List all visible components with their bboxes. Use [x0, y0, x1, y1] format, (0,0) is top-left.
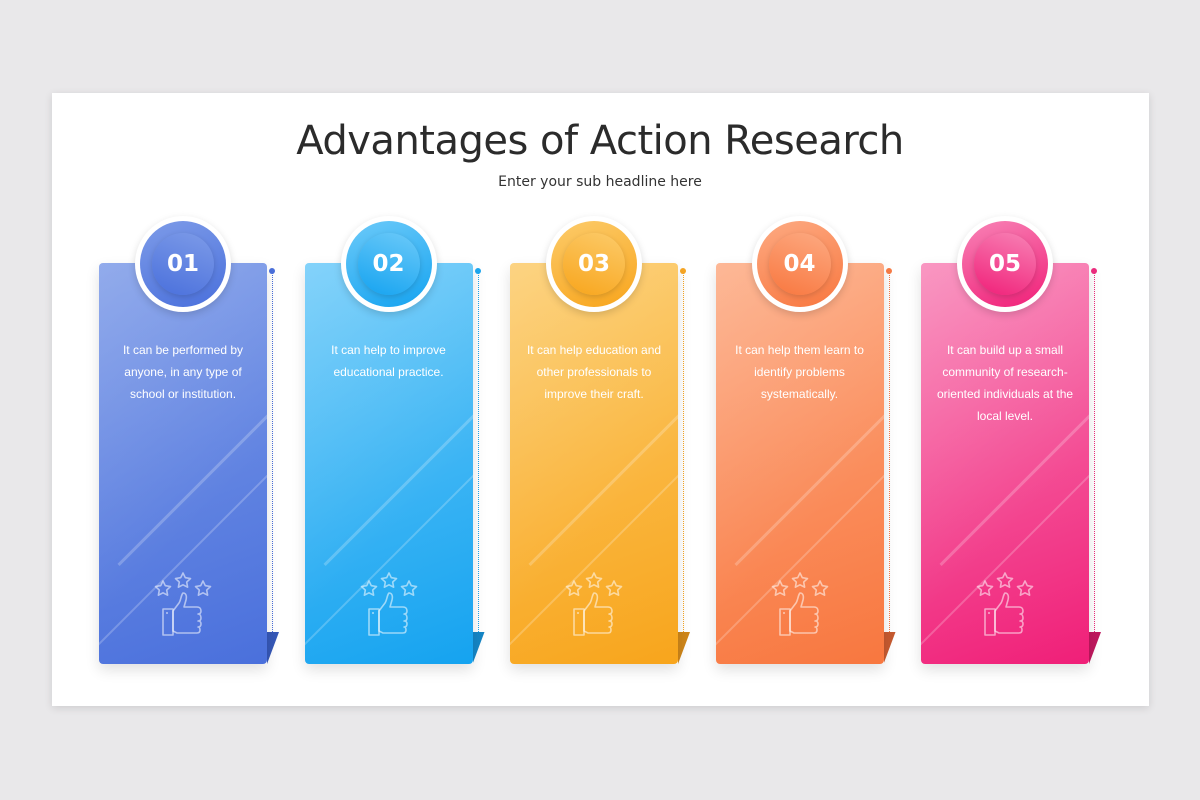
thumbs-up-stars-icon: [768, 571, 832, 639]
connector-dot: [1091, 268, 1097, 274]
card-stripe: [528, 380, 678, 566]
dotted-connector-line: [1094, 271, 1095, 632]
step-number-badge: 03: [546, 216, 642, 312]
thumbs-up-stars-icon: [151, 571, 215, 639]
step-number: 02: [372, 251, 405, 277]
card-text: It can help education and other professi…: [526, 343, 662, 401]
dotted-connector-line: [683, 271, 684, 632]
step-number-badge: 04: [751, 216, 848, 312]
page-title: Advantages of Action Research: [296, 118, 904, 164]
card-text: It can build up a small community of res…: [936, 343, 1074, 423]
card-text: It can help them learn to identify probl…: [735, 343, 864, 401]
advantage-card: It can build up a small community of res…: [921, 263, 1089, 664]
thumbs-up-stars-icon: [973, 571, 1037, 639]
card-stripe: [117, 380, 267, 566]
thumbs-up-stars-icon: [562, 571, 626, 639]
step-number: 05: [988, 251, 1021, 277]
connector-dot: [474, 268, 481, 274]
card-stripe: [323, 380, 473, 566]
card-text: It can be performed by anyone, in any ty…: [122, 343, 244, 401]
page-subtitle: Enter your sub headline here: [498, 174, 702, 190]
advantage-card: It can be performed by anyone, in any ty…: [99, 263, 267, 664]
step-number: 01: [166, 251, 199, 277]
card-text: It can help to improve educational pract…: [331, 343, 446, 379]
connector-dot: [680, 268, 686, 274]
step-number-badge: 02: [340, 216, 437, 312]
thumbs-up-stars-icon: [357, 571, 421, 639]
step-number-badge: 05: [957, 216, 1053, 312]
step-number: 04: [783, 251, 816, 277]
step-number-badge: 01: [135, 216, 231, 312]
advantage-card: It can help to improve educational pract…: [304, 263, 473, 664]
connector-dot: [269, 268, 275, 274]
dotted-connector-line: [477, 271, 479, 632]
card-stripe: [734, 380, 884, 566]
advantage-card: It can help education and other professi…: [510, 263, 678, 664]
connector-dot: [885, 268, 892, 274]
advantage-card: It can help them learn to identify probl…: [715, 263, 884, 664]
step-number: 03: [577, 251, 610, 277]
dotted-connector-line: [272, 271, 273, 632]
dotted-connector-line: [888, 271, 890, 632]
